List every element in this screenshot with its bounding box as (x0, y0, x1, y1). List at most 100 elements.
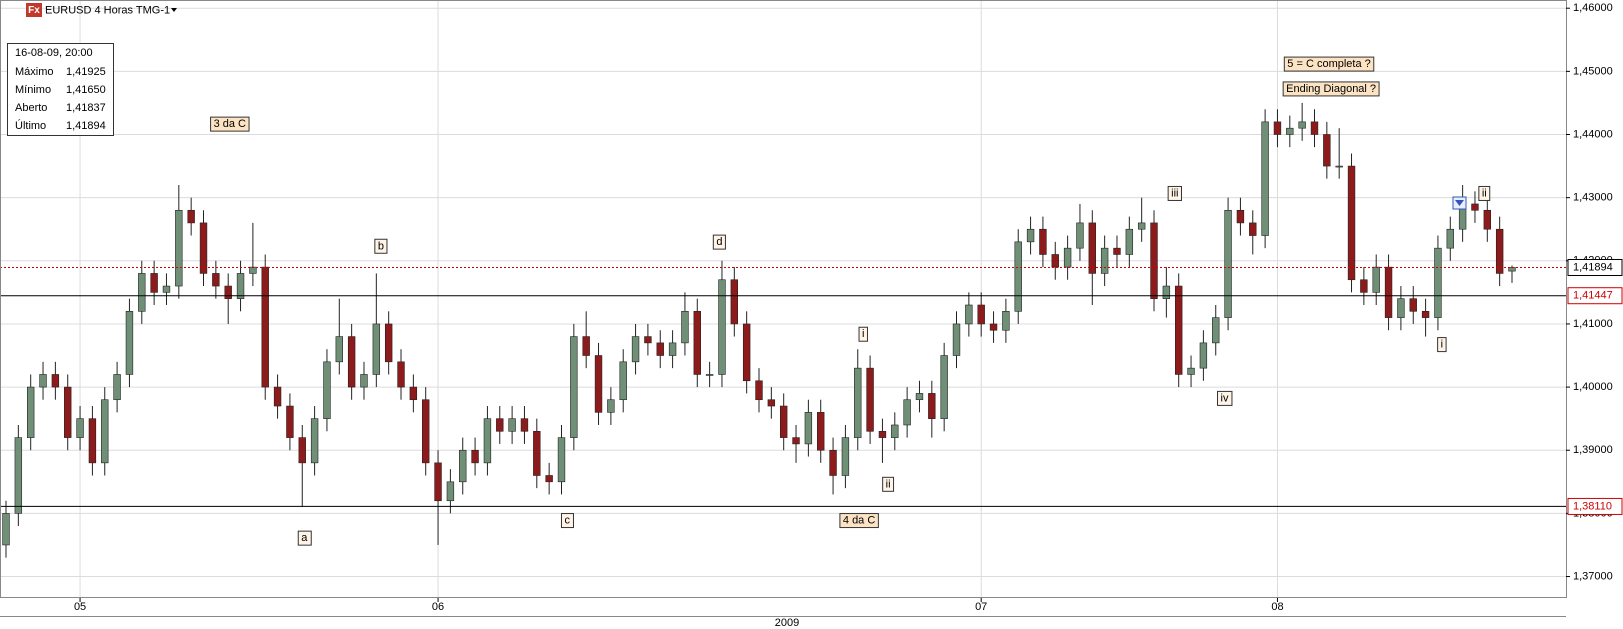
alert-marker-arrow (1455, 200, 1464, 206)
price-label-box (1567, 287, 1623, 305)
price-label: 1,41894 (1573, 261, 1613, 273)
wave-label: ii (1482, 187, 1487, 199)
wave-label: iv (1221, 392, 1229, 404)
wave-label-box (1282, 81, 1380, 97)
candle-body (829, 449, 837, 476)
wave-label-box (560, 513, 574, 529)
candle-body (1323, 134, 1331, 167)
candle-body (1088, 222, 1096, 274)
year-label: 2009 (775, 617, 799, 629)
wave-label-box (1437, 337, 1447, 353)
price-label-box (1567, 497, 1623, 515)
candle-body (644, 336, 652, 344)
candle-body (310, 418, 319, 464)
candle-body (372, 323, 381, 375)
wave-label-box (1283, 56, 1375, 72)
candle-body (656, 342, 664, 356)
candle-body (224, 285, 232, 299)
wave-label-box (882, 476, 895, 492)
candle-body (557, 437, 566, 483)
candle-body (903, 399, 911, 426)
candle-body (1212, 317, 1220, 344)
candle-body (1471, 203, 1479, 211)
candle-body (1434, 247, 1442, 318)
grid (0, 0, 1566, 598)
candle-body (619, 361, 627, 401)
candle-body (1224, 209, 1232, 318)
candle-body (841, 437, 850, 476)
candle-body (1495, 228, 1504, 274)
info-value: 1,41925 (66, 66, 106, 78)
candle-body (434, 462, 442, 502)
candle-body (755, 380, 763, 401)
candle-body (1051, 254, 1059, 268)
candle-body (570, 336, 578, 438)
candle-body (1236, 209, 1245, 224)
wave-label: c (564, 515, 570, 527)
y-tick-label: 1,41000 (1573, 318, 1613, 330)
candle-body (323, 361, 331, 419)
x-tick-label: 06 (432, 601, 444, 613)
x-tick-label: 08 (1271, 601, 1283, 613)
candle-body (14, 437, 23, 514)
candle-body (1026, 228, 1035, 243)
wave-label: 4 da C (843, 515, 875, 527)
plot (2, 102, 1516, 558)
candle-body (705, 374, 714, 376)
candle-body (668, 342, 677, 356)
candle-body (508, 418, 516, 432)
candle-body (952, 323, 961, 356)
info-value: 1,41650 (66, 84, 106, 96)
info-box-frame (7, 43, 114, 136)
candle-body (1150, 222, 1158, 299)
price-label: 1,38110 (1573, 500, 1612, 512)
price-label-box (1567, 258, 1623, 276)
y-tick-label: 1,39000 (1573, 444, 1613, 456)
candle-body (384, 323, 393, 363)
wave-label: a (301, 532, 308, 544)
info-label: Aberto (15, 102, 47, 114)
candle-body (286, 405, 294, 438)
wave-label-box (858, 326, 868, 342)
candle-body (76, 418, 84, 438)
candle-body (64, 386, 72, 438)
candle-body (1063, 247, 1072, 268)
candle-body (977, 304, 985, 325)
candle-body (520, 418, 529, 432)
candle-body (940, 355, 948, 419)
info-label: Máximo (15, 66, 54, 78)
candle-body (1273, 121, 1282, 135)
wave-label: i (862, 328, 864, 340)
wave-label-box (297, 530, 312, 546)
wave-label-box (1167, 185, 1182, 201)
title-dropdown[interactable] (171, 8, 177, 12)
candle-body (261, 266, 269, 388)
y-tick-label: 1,37000 (1573, 570, 1613, 582)
candle-body (779, 405, 788, 438)
candle-body (298, 437, 306, 464)
candle-body (1483, 209, 1492, 230)
candle-body (26, 386, 35, 438)
candle-body (1125, 228, 1134, 255)
price-label: 1,41447 (1573, 290, 1613, 302)
info-label: Último (15, 119, 46, 132)
candle-body (594, 355, 603, 413)
candle-body (1039, 228, 1047, 255)
wave-label-box (1478, 185, 1491, 201)
wave-label: ii (886, 478, 891, 490)
candle-body (891, 424, 899, 438)
info-label: Mínimo (15, 84, 51, 96)
y-tick-label: 1,43000 (1573, 192, 1613, 204)
candle-body (1162, 285, 1171, 299)
candle-body (767, 399, 776, 407)
candle-body (347, 336, 356, 388)
candle-body (1421, 311, 1430, 318)
candle-body (187, 209, 195, 224)
wave-label: 3 da C (214, 118, 246, 130)
candle-body (631, 336, 640, 363)
wave-label: 5 = C completa ? (1287, 58, 1370, 70)
candle-body (1397, 298, 1405, 318)
wave-label: Ending Diagonal ? (1286, 83, 1376, 95)
candle-body (928, 393, 936, 419)
